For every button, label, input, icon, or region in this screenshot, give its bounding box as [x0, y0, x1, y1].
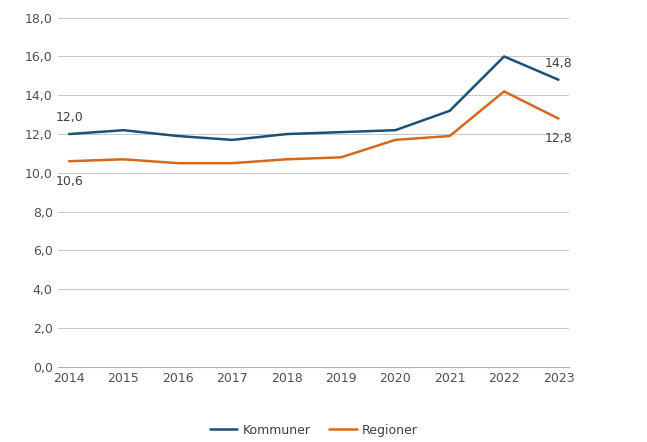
Regioner: [554, 116, 562, 121]
Kommuner: [120, 128, 127, 133]
Kommuner: [174, 133, 182, 139]
Kommuner: [283, 131, 291, 137]
Regioner: [283, 156, 291, 162]
Text: 12,0: 12,0: [55, 111, 83, 124]
Text: 12,8: 12,8: [545, 133, 573, 145]
Regioner: [65, 159, 73, 164]
Regioner: [174, 160, 182, 166]
Legend: Kommuner, Regioner: Kommuner, Regioner: [205, 419, 422, 442]
Kommuner: [446, 108, 454, 114]
Kommuner: [500, 54, 508, 59]
Regioner: [500, 89, 508, 94]
Line: Kommuner: Kommuner: [69, 57, 558, 140]
Regioner: [120, 156, 127, 162]
Regioner: [228, 160, 236, 166]
Line: Regioner: Regioner: [69, 91, 558, 163]
Text: 10,6: 10,6: [55, 175, 83, 188]
Regioner: [337, 155, 345, 160]
Kommuner: [554, 77, 562, 82]
Kommuner: [337, 130, 345, 135]
Kommuner: [391, 128, 399, 133]
Regioner: [446, 133, 454, 139]
Regioner: [391, 137, 399, 142]
Kommuner: [228, 137, 236, 142]
Text: 14,8: 14,8: [545, 57, 573, 70]
Kommuner: [65, 131, 73, 137]
